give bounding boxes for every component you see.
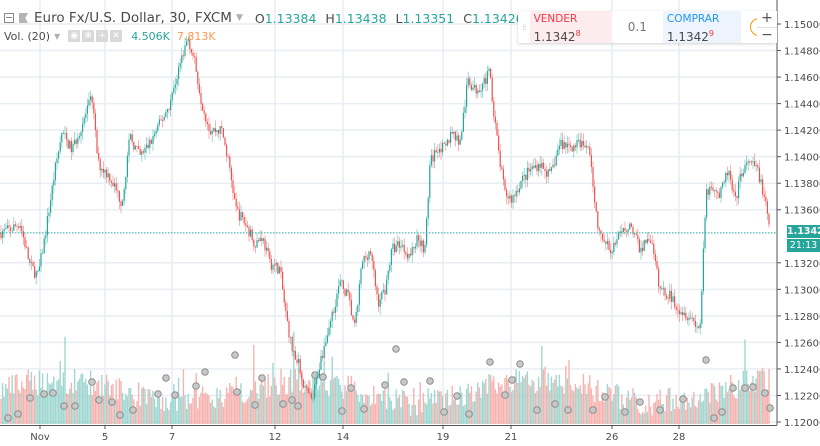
- gear-icon[interactable]: ✻: [82, 30, 95, 42]
- buy-label: COMPRAR: [666, 13, 720, 25]
- time-tick: 26: [606, 432, 619, 442]
- price-tick: 1.13600: [784, 206, 820, 217]
- price-axis[interactable]: 1.15000 1.14800 1.14600 1.14400 1.14200 1.140…: [777, 20, 820, 429]
- candlesticks: [0, 36, 770, 404]
- time-axis[interactable]: Nov 5 7 12 14 19 21 26 28: [30, 425, 686, 443]
- time-tick: 12: [269, 432, 282, 442]
- price-tick: 1.14000: [784, 153, 820, 164]
- symbol-legend: Euro Fx/U.S. Dollar, 30, FXCM ▼ O1.13384…: [4, 8, 571, 28]
- volume-bars: [0, 331, 774, 424]
- price-tick: 1.12000: [784, 418, 820, 429]
- volume-legend: Vol. (20) ▼ ◉ ✻ + ✕ 4.506K 7.813K: [4, 28, 216, 44]
- close-value: C1.13426: [463, 10, 524, 26]
- low-value: L1.13351: [395, 10, 455, 26]
- price-tick: 1.12200: [784, 391, 820, 402]
- price-tick: 1.14800: [784, 47, 820, 58]
- open-value: O1.13384: [254, 10, 317, 26]
- price-tick: 1.12400: [784, 365, 820, 376]
- price-tick: 1.12600: [784, 338, 820, 349]
- price-tick: 1.13000: [784, 285, 820, 296]
- chevron-down-icon[interactable]: ▼: [235, 13, 243, 23]
- time-tick: Nov: [30, 432, 50, 442]
- price-tick: 1.13200: [784, 259, 820, 270]
- price-tick: 1.14400: [784, 100, 820, 111]
- symbol-title[interactable]: Euro Fx/U.S. Dollar, 30, FXCM: [34, 10, 232, 26]
- trade-panel: ⁞⁞ VENDER 1.13428 0.1 COMPRAR 1.13429 i: [518, 11, 776, 44]
- plus-icon[interactable]: +: [96, 30, 109, 42]
- sell-price: 1.13428: [533, 29, 581, 44]
- price-tick: 1.14600: [784, 73, 820, 84]
- buy-button[interactable]: COMPRAR 1.13429: [662, 11, 742, 44]
- price-tick: 1.14200: [784, 126, 820, 137]
- price-tick: 1.12800: [784, 312, 820, 323]
- time-tick: 21: [505, 432, 518, 442]
- volume-ma-value: 7.813K: [176, 29, 216, 43]
- time-tick: 28: [673, 432, 686, 442]
- grid: [0, 0, 777, 425]
- volume-value: 4.506K: [131, 29, 170, 43]
- zoom-out-button[interactable]: −: [757, 26, 777, 44]
- sell-button[interactable]: VENDER 1.13428: [529, 11, 612, 44]
- close-icon[interactable]: ✕: [110, 30, 123, 42]
- sell-label: VENDER: [533, 13, 578, 25]
- flag-icon: [19, 13, 28, 23]
- time-tick: 5: [102, 432, 108, 442]
- high-value: H1.13438: [325, 10, 387, 26]
- countdown-label: 21:13: [787, 239, 820, 252]
- zoom-in-button[interactable]: +: [761, 10, 773, 26]
- quantity-field[interactable]: 0.1: [627, 20, 647, 34]
- eye-icon[interactable]: ◉: [68, 30, 81, 42]
- price-tick: 1.15000: [784, 20, 820, 31]
- current-price-label: 1.13426: [787, 225, 820, 238]
- collapse-icon[interactable]: [4, 13, 14, 23]
- time-tick: 19: [437, 432, 450, 442]
- zoom-controls: + −: [757, 11, 777, 43]
- price-tick: 1.13800: [784, 179, 820, 190]
- time-tick: 7: [169, 432, 175, 442]
- chevron-down-icon[interactable]: ▼: [54, 31, 61, 41]
- time-tick: 14: [337, 432, 350, 442]
- buy-price: 1.13429: [666, 29, 715, 44]
- drag-handle-icon[interactable]: ⁞⁞: [522, 22, 526, 32]
- volume-label[interactable]: Vol. (20): [4, 29, 51, 43]
